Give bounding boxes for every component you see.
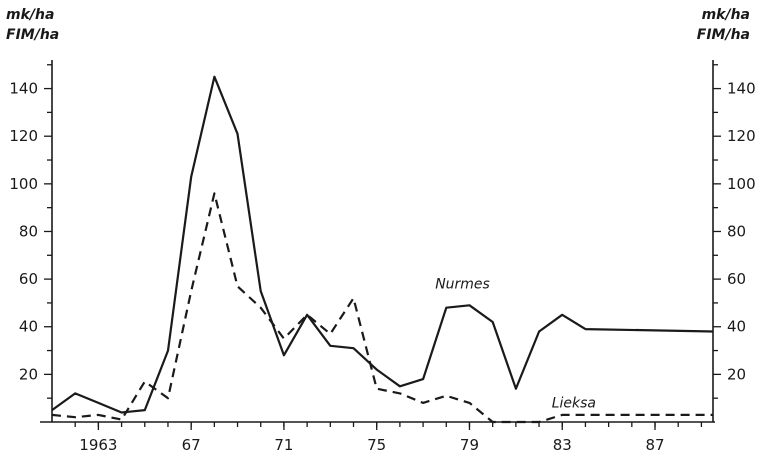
y-tick-label-left: 100 [9,175,38,193]
series-label-nurmes: Nurmes [435,277,490,293]
y-tick-label-right: 140 [727,80,756,98]
series-label-lieksa: Lieksa [552,396,596,412]
y-tick-label-right: 100 [727,175,756,193]
y-tick-label-left: 140 [9,80,38,98]
y-unit-label-right: mk/ha [702,7,750,23]
x-tick-label: 67 [182,436,201,454]
y-tick-label-right: 20 [727,365,746,383]
x-tick-label: 75 [367,436,386,454]
series-line-lieksa [51,192,713,424]
y-tick-label-right: 80 [727,222,746,240]
y-tick-label-right: 120 [727,127,756,145]
y-unit-label-right: FIM/ha [697,27,750,43]
y-tick-label-right: 60 [727,270,746,288]
y-tick-label-left: 20 [19,365,38,383]
series-line-nurmes [51,75,714,414]
y-unit-label-left: mk/ha [6,7,54,23]
y-tick-label-right: 40 [727,318,746,336]
x-tick-label: 71 [274,436,293,454]
x-tick-label: 1963 [79,436,117,454]
y-tick-label-left: 120 [9,127,38,145]
x-tick-label: 79 [460,436,479,454]
y-tick-label-left: 40 [19,318,38,336]
x-tick-label: 87 [645,436,664,454]
y-tick-label-left: 60 [19,270,38,288]
y-tick-label-left: 80 [19,222,38,240]
y-unit-label-left: FIM/ha [6,27,59,43]
x-tick-label: 83 [553,436,572,454]
